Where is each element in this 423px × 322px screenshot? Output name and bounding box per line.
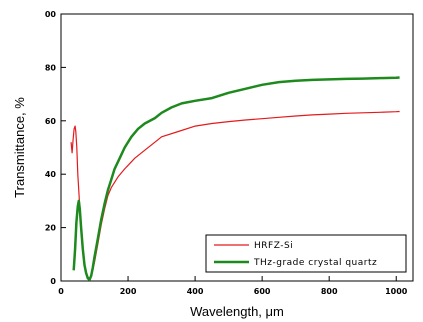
x-tick-label-2: 400 — [187, 287, 204, 296]
legend-label-crystal-quartz: THz-grade crystal quartz — [253, 258, 377, 268]
y-axis-title: Transmittance, % — [12, 97, 27, 198]
legend: HRFZ-Si THz-grade crystal quartz — [205, 234, 407, 273]
y-tick-label-1: 20 — [45, 224, 57, 233]
y-tick-label-5: 00 — [45, 10, 57, 19]
series-layer — [70, 76, 400, 281]
x-tick-label-4: 800 — [321, 287, 338, 296]
y-tick-label-4: 80 — [45, 63, 57, 72]
x-tick-label-3: 600 — [254, 287, 271, 296]
legend-box — [205, 234, 407, 273]
x-axis-ticks: 0 200 400 600 800 1000 — [58, 276, 408, 296]
y-axis-ticks: 0 20 40 60 80 00 — [45, 10, 66, 286]
x-tick-label-1: 200 — [120, 287, 137, 296]
plot-frame — [60, 13, 414, 282]
x-axis-title: Wavelength, μm — [190, 304, 284, 319]
plot-area — [60, 13, 414, 282]
y-tick-label-3: 60 — [45, 117, 57, 126]
legend-label-hrfz-si: HRFZ-Si — [254, 241, 293, 251]
series-line-1 — [72, 76, 400, 281]
x-tick-label-5: 1000 — [385, 287, 408, 296]
x-tick-label-0: 0 — [58, 287, 64, 296]
y-tick-label-0: 0 — [50, 277, 56, 286]
series-line-0 — [70, 110, 400, 279]
y-tick-label-2: 40 — [45, 170, 57, 179]
